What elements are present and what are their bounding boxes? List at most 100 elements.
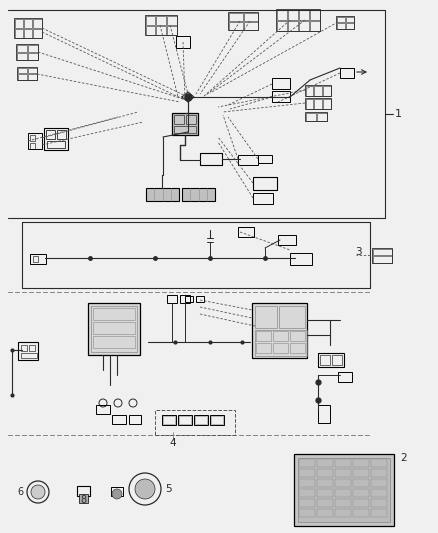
Bar bbox=[28, 68, 36, 73]
Bar bbox=[305, 112, 327, 121]
Bar bbox=[21, 353, 37, 358]
Bar bbox=[338, 372, 352, 382]
Bar bbox=[298, 458, 390, 522]
Bar bbox=[273, 343, 288, 353]
Bar bbox=[30, 143, 35, 149]
Bar bbox=[305, 99, 313, 109]
Bar bbox=[299, 10, 308, 20]
Bar bbox=[372, 248, 392, 263]
Bar bbox=[57, 130, 66, 139]
Bar bbox=[229, 21, 243, 29]
Bar bbox=[276, 20, 286, 30]
Bar bbox=[145, 15, 155, 25]
Bar bbox=[179, 416, 191, 424]
Bar bbox=[211, 416, 223, 424]
Bar bbox=[167, 295, 177, 303]
Bar bbox=[174, 126, 196, 133]
Bar bbox=[228, 12, 258, 30]
Bar bbox=[290, 343, 305, 353]
Bar bbox=[18, 74, 27, 79]
Text: 2: 2 bbox=[400, 453, 406, 463]
Bar bbox=[93, 336, 135, 348]
Bar bbox=[255, 330, 307, 356]
Bar bbox=[17, 52, 27, 60]
Bar bbox=[253, 193, 273, 204]
Bar bbox=[256, 331, 271, 341]
Bar bbox=[172, 113, 198, 135]
Bar bbox=[186, 115, 196, 124]
Bar bbox=[33, 28, 42, 37]
Bar bbox=[156, 15, 166, 25]
Bar bbox=[112, 415, 126, 424]
Bar bbox=[353, 499, 369, 507]
Bar bbox=[46, 130, 55, 139]
Bar bbox=[30, 135, 35, 141]
Bar bbox=[200, 153, 222, 165]
Bar bbox=[335, 509, 351, 517]
Bar bbox=[299, 20, 308, 30]
Bar bbox=[335, 459, 351, 467]
Bar bbox=[305, 85, 313, 95]
Bar bbox=[178, 415, 192, 425]
Bar bbox=[371, 489, 387, 497]
Bar bbox=[305, 112, 315, 120]
Bar bbox=[33, 256, 38, 262]
Bar bbox=[340, 68, 354, 78]
Circle shape bbox=[135, 479, 155, 499]
Bar bbox=[196, 296, 204, 302]
Bar bbox=[185, 296, 193, 302]
Bar bbox=[317, 479, 333, 487]
Bar bbox=[17, 67, 37, 80]
Bar bbox=[229, 12, 243, 20]
Bar bbox=[253, 177, 277, 190]
Bar bbox=[287, 20, 297, 30]
Bar bbox=[299, 499, 315, 507]
Text: 5: 5 bbox=[165, 484, 172, 494]
Bar bbox=[258, 155, 272, 163]
Bar bbox=[47, 141, 65, 148]
Bar bbox=[299, 459, 315, 467]
Bar bbox=[111, 487, 123, 496]
Bar bbox=[371, 479, 387, 487]
Bar bbox=[317, 489, 333, 497]
Bar bbox=[252, 303, 307, 358]
Bar bbox=[176, 36, 190, 48]
Bar bbox=[290, 253, 312, 265]
Bar bbox=[372, 248, 392, 255]
Bar bbox=[244, 12, 258, 20]
Bar bbox=[287, 10, 297, 20]
Bar bbox=[371, 469, 387, 477]
Bar bbox=[16, 44, 38, 60]
Bar bbox=[335, 489, 351, 497]
Bar bbox=[174, 115, 184, 124]
Bar bbox=[310, 20, 319, 30]
Bar bbox=[129, 415, 141, 424]
Bar bbox=[323, 99, 331, 109]
Bar bbox=[317, 509, 333, 517]
Bar bbox=[314, 85, 322, 95]
Bar bbox=[276, 10, 286, 20]
Bar bbox=[146, 188, 179, 201]
Bar bbox=[180, 295, 190, 303]
Bar bbox=[28, 52, 38, 60]
Bar bbox=[145, 26, 155, 35]
Bar bbox=[317, 112, 326, 120]
Bar bbox=[346, 17, 353, 22]
Bar bbox=[167, 26, 177, 35]
Bar bbox=[318, 405, 330, 423]
Bar bbox=[290, 331, 305, 341]
Bar bbox=[195, 416, 207, 424]
Bar bbox=[24, 28, 32, 37]
Bar bbox=[18, 68, 27, 73]
Bar bbox=[145, 15, 177, 35]
Bar bbox=[371, 509, 387, 517]
Bar bbox=[96, 405, 110, 414]
Bar bbox=[299, 509, 315, 517]
Bar bbox=[299, 479, 315, 487]
Bar bbox=[272, 91, 290, 102]
Bar bbox=[353, 469, 369, 477]
Bar bbox=[14, 19, 23, 28]
Bar bbox=[162, 415, 176, 425]
Bar bbox=[167, 15, 177, 25]
Bar bbox=[163, 416, 175, 424]
